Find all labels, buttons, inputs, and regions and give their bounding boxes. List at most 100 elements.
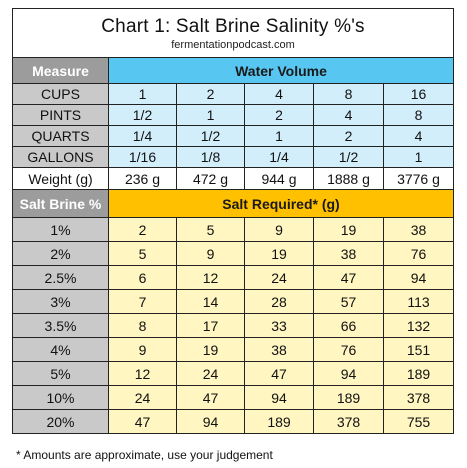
salt-grams-cell: 378 [313,409,384,434]
water-row: PINTS 1/2 1 2 4 8 [12,104,454,126]
chart-subtitle: fermentationpodcast.com [171,39,295,51]
volume-cell: 1/8 [176,146,245,168]
salt-grams-cell: 94 [313,361,384,386]
unit-label: QUARTS [12,125,109,147]
salt-grams-cell: 6 [108,265,177,290]
salt-grams-cell: 14 [176,289,245,314]
volume-cell: 2 [176,83,245,105]
salt-grams-cell: 19 [176,337,245,362]
salt-grams-cell: 47 [313,265,384,290]
volume-cell: 2 [313,125,384,147]
salt-rows: 1% 2 5 9 19 38 2% 5 9 19 38 76 2.5% 6 12 24 47 94 3% 7 14 28 5… [12,217,454,434]
salt-grams-cell: 19 [244,241,314,266]
salt-grams-cell: 5 [108,241,177,266]
volume-cell: 1/4 [108,125,177,147]
salt-grams-cell: 76 [313,337,384,362]
salt-grams-cell: 9 [176,241,245,266]
weight-cell: 3776 g [383,167,454,190]
brine-percent-label: 3.5% [12,313,109,338]
title-row: Chart 1: Salt Brine Salinity %'s ferment… [12,8,454,58]
volume-cell: 2 [244,104,314,126]
water-volume-header: Water Volume [108,57,454,84]
water-row: CUPS 1 2 4 8 16 [12,83,454,105]
salt-grams-cell: 24 [108,385,177,410]
volume-cell: 1/4 [244,146,314,168]
volume-cell: 8 [383,104,454,126]
salt-grams-cell: 38 [313,241,384,266]
salt-grams-cell: 94 [176,409,245,434]
salt-grams-cell: 24 [244,265,314,290]
salt-required-header: Salt Required* (g) [108,189,454,218]
volume-cell: 4 [244,83,314,105]
salt-grams-cell: 33 [244,313,314,338]
brine-percent-label: 4% [12,337,109,362]
salt-grams-cell: 19 [313,217,384,242]
salt-grams-cell: 12 [176,265,245,290]
volume-cell: 1/16 [108,146,177,168]
salt-grams-cell: 189 [383,361,454,386]
salt-grams-cell: 38 [244,337,314,362]
volume-cell: 1/2 [176,125,245,147]
brine-percent-label: 1% [12,217,109,242]
brine-percent-label: 2.5% [12,265,109,290]
weight-cell: 944 g [244,167,314,190]
chart-title: Chart 1: Salt Brine Salinity %'s [101,16,365,37]
weight-label: Weight (g) [12,167,109,190]
brine-percent-label: 20% [12,409,109,434]
salt-grams-cell: 12 [108,361,177,386]
brine-percent-label: 10% [12,385,109,410]
salt-row: 5% 12 24 47 94 189 [12,361,454,386]
salt-grams-cell: 47 [244,361,314,386]
salt-grams-cell: 7 [108,289,177,314]
salt-grams-cell: 24 [176,361,245,386]
volume-cell: 1/2 [313,146,384,168]
salt-grams-cell: 189 [244,409,314,434]
unit-label: PINTS [12,104,109,126]
volume-cell: 4 [383,125,454,147]
measure-header: Measure [12,57,109,84]
salt-row: 4% 9 19 38 76 151 [12,337,454,362]
salt-row: 3% 7 14 28 57 113 [12,289,454,314]
salt-brine-percent-header: Salt Brine % [12,189,109,218]
volume-cell: 1 [176,104,245,126]
salt-grams-cell: 5 [176,217,245,242]
weight-cell: 1888 g [313,167,384,190]
salt-row: 2.5% 6 12 24 47 94 [12,265,454,290]
footnote: * Amounts are approximate, use your judg… [16,448,273,462]
salt-grams-cell: 17 [176,313,245,338]
salt-grams-cell: 189 [313,385,384,410]
brine-chart: Chart 1: Salt Brine Salinity %'s ferment… [12,8,454,434]
volume-cell: 1 [244,125,314,147]
salt-grams-cell: 76 [383,241,454,266]
weight-row: Weight (g) 236 g 472 g 944 g 1888 g 3776… [12,167,454,190]
salt-row: 10% 24 47 94 189 378 [12,385,454,410]
brine-percent-label: 5% [12,361,109,386]
salinity-table: Chart 1: Salt Brine Salinity %'s ferment… [12,8,454,434]
weight-cell: 472 g [176,167,245,190]
salt-grams-cell: 9 [244,217,314,242]
salt-row: 2% 5 9 19 38 76 [12,241,454,266]
salt-grams-cell: 132 [383,313,454,338]
salt-row: 20% 47 94 189 378 755 [12,409,454,434]
salt-row: 3.5% 8 17 33 66 132 [12,313,454,338]
salt-grams-cell: 8 [108,313,177,338]
water-row: QUARTS 1/4 1/2 1 2 4 [12,125,454,147]
volume-cell: 16 [383,83,454,105]
volume-cell: 1/2 [108,104,177,126]
volume-cell: 1 [108,83,177,105]
salt-grams-cell: 151 [383,337,454,362]
salt-grams-cell: 57 [313,289,384,314]
water-rows: CUPS 1 2 4 8 16 PINTS 1/2 1 2 4 8 QUARTS 1/4 1/2 1 2 4 GAL… [12,83,454,168]
weight-cell: 236 g [108,167,177,190]
salt-grams-cell: 378 [383,385,454,410]
title-cell: Chart 1: Salt Brine Salinity %'s ferment… [12,8,454,58]
salt-grams-cell: 94 [244,385,314,410]
salt-grams-cell: 66 [313,313,384,338]
salt-grams-cell: 47 [108,409,177,434]
volume-cell: 4 [313,104,384,126]
salt-grams-cell: 2 [108,217,177,242]
salt-grams-cell: 9 [108,337,177,362]
salt-grams-cell: 94 [383,265,454,290]
salt-grams-cell: 47 [176,385,245,410]
brine-percent-label: 2% [12,241,109,266]
